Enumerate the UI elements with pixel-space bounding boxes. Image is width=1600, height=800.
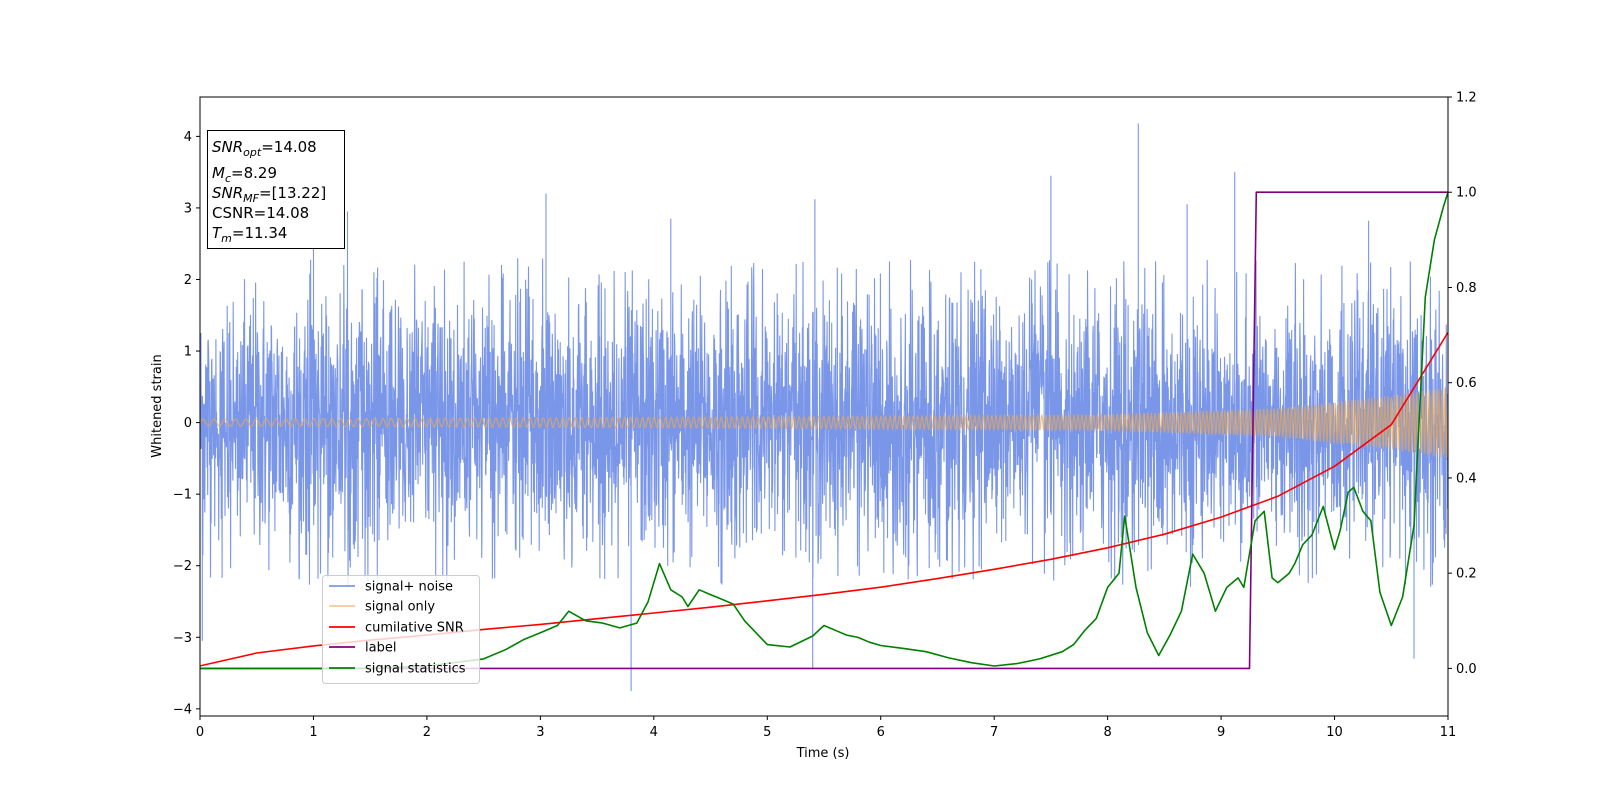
legend-label: signal+ noise bbox=[365, 580, 453, 595]
y-left-tick: −1 bbox=[173, 488, 200, 503]
series-signal-statistics-line bbox=[200, 191, 1448, 670]
legend-label: signal only bbox=[365, 600, 435, 615]
y-left-tick-label: −2 bbox=[173, 559, 192, 574]
legend-label: cumilative SNR bbox=[365, 621, 464, 636]
x-tick-label: 4 bbox=[650, 725, 658, 740]
y-left-tick-label: 2 bbox=[184, 273, 192, 288]
x-tick-label: 9 bbox=[1217, 725, 1225, 740]
y-right-tick-label: 0.6 bbox=[1456, 376, 1477, 391]
x-tick: 10 bbox=[1326, 716, 1343, 740]
x-tick-label: 10 bbox=[1326, 725, 1343, 740]
legend-item: signal statistics bbox=[329, 662, 466, 677]
x-tick-label: 2 bbox=[423, 725, 431, 740]
legend: signal+ noise signal only cumilative SNR la… bbox=[322, 575, 480, 684]
x-tick: 6 bbox=[877, 716, 885, 740]
legend-item: signal only bbox=[329, 600, 435, 615]
x-tick-label: 5 bbox=[763, 725, 771, 740]
y-left-tick: 1 bbox=[184, 345, 200, 360]
y-left-tick-label: 3 bbox=[184, 201, 192, 216]
info-snr-opt: SNRopt=14.08 bbox=[212, 138, 317, 159]
y-right-tick-label: 1.0 bbox=[1456, 186, 1477, 201]
x-tick-label: 7 bbox=[990, 725, 998, 740]
x-tick: 8 bbox=[1103, 716, 1112, 740]
y-left-tick: 4 bbox=[184, 130, 200, 145]
info-snr-mf: SNRMF=[13.22] bbox=[212, 184, 326, 205]
x-tick: 5 bbox=[763, 716, 771, 740]
y-right-tick-label: 0.2 bbox=[1456, 567, 1477, 582]
axes-frame bbox=[199, 96, 1449, 717]
legend-item: cumilative SNR bbox=[329, 621, 464, 636]
y-right-tick: 0.6 bbox=[1448, 376, 1477, 391]
y-left-tick-label: 4 bbox=[184, 130, 192, 145]
info-mc: Mc=8.29 bbox=[212, 164, 277, 185]
x-tick: 4 bbox=[650, 716, 658, 740]
x-tick-label: 0 bbox=[196, 725, 204, 740]
legend-label: signal statistics bbox=[365, 662, 466, 677]
x-tick-label: 1 bbox=[309, 725, 317, 740]
x-tick: 7 bbox=[990, 716, 998, 740]
y-axis-left: −4 −3 −2 −1 0 1 2 3 4 bbox=[173, 130, 200, 717]
x-axis-label: Time (s) bbox=[796, 746, 850, 761]
y-right-tick-label: 1.2 bbox=[1456, 91, 1477, 106]
x-axis: 0 1 2 3 4 5 6 7 8 9 10 11 bbox=[196, 716, 1456, 740]
y-left-tick: 3 bbox=[184, 201, 200, 216]
y-right-tick: 1.2 bbox=[1448, 91, 1477, 106]
info-csnr: CSNR=14.08 bbox=[212, 204, 309, 222]
legend-frame bbox=[322, 575, 480, 684]
series-label-line bbox=[200, 191, 1448, 670]
y-left-tick-label: 1 bbox=[184, 345, 192, 360]
y-left-tick: −3 bbox=[173, 631, 200, 646]
y-left-tick: −2 bbox=[173, 559, 200, 574]
x-tick-label: 6 bbox=[877, 725, 885, 740]
x-tick: 11 bbox=[1440, 716, 1457, 740]
x-tick: 1 bbox=[309, 716, 318, 740]
y-right-tick-label: 0.8 bbox=[1456, 281, 1477, 296]
y-right-tick: 0.4 bbox=[1448, 471, 1477, 486]
x-tick-label: 11 bbox=[1440, 725, 1457, 740]
x-tick-label: 8 bbox=[1103, 725, 1111, 740]
y-right-tick-label: 0.0 bbox=[1456, 662, 1477, 677]
y-right-tick: 0.2 bbox=[1448, 567, 1477, 582]
y-right-tick: 1.0 bbox=[1448, 186, 1477, 201]
x-tick-label: 3 bbox=[536, 725, 544, 740]
y-axis-right: 0.0 0.2 0.4 0.6 0.8 1.0 1.2 bbox=[1448, 91, 1477, 677]
y-left-tick: 2 bbox=[184, 273, 200, 288]
y-left-tick-label: −3 bbox=[173, 631, 192, 646]
series-signal-only-line bbox=[200, 387, 1448, 459]
legend-label: label bbox=[365, 641, 396, 656]
info-box-frame bbox=[207, 130, 345, 249]
y-left-tick-label: −4 bbox=[173, 702, 192, 717]
y-left-tick-label: 0 bbox=[184, 416, 192, 431]
y-right-tick-label: 0.4 bbox=[1456, 471, 1477, 486]
x-tick: 3 bbox=[536, 716, 545, 740]
x-tick: 9 bbox=[1217, 716, 1225, 740]
x-tick: 2 bbox=[423, 716, 431, 740]
y-right-tick: 0.8 bbox=[1448, 281, 1477, 296]
y-left-tick: −4 bbox=[173, 702, 200, 717]
y-left-tick: 0 bbox=[184, 416, 200, 431]
legend-item: signal+ noise bbox=[329, 580, 453, 595]
y-left-tick-label: −1 bbox=[173, 488, 192, 503]
series-signal-noise-line bbox=[200, 123, 1448, 691]
legend-item: label bbox=[329, 641, 396, 656]
y-axis-label: Whitened strain bbox=[150, 354, 165, 457]
info-box: SNRopt=14.08 Mc=8.29SNRMF=[13.22]CSNR=14.… bbox=[207, 130, 345, 249]
x-tick: 0 bbox=[196, 716, 204, 740]
y-right-tick: 0.0 bbox=[1448, 662, 1477, 677]
info-tm: Tm=11.34 bbox=[212, 224, 287, 245]
